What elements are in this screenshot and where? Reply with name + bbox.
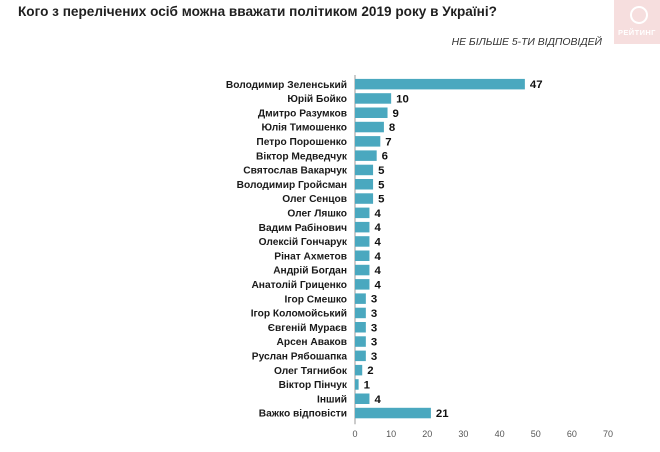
data-label: 3 (371, 308, 377, 320)
category-label: Святослав Вакарчук (243, 166, 348, 177)
chart-subtitle: НЕ БІЛЬШЕ 5-ТИ ВІДПОВІДЕЙ (451, 37, 602, 48)
x-tick-label: 70 (603, 429, 613, 439)
data-label: 4 (374, 394, 381, 406)
bar (355, 279, 370, 290)
bar (355, 179, 374, 190)
bar (355, 379, 359, 390)
x-tick-label: 40 (495, 429, 505, 439)
data-label: 4 (374, 251, 381, 263)
data-label: 4 (374, 265, 381, 277)
data-label: 4 (374, 222, 381, 234)
data-label: 4 (374, 279, 381, 291)
category-label: Володимир Гройсман (237, 180, 347, 191)
data-label: 5 (378, 165, 385, 177)
category-label: Вадим Рабінович (259, 222, 347, 234)
category-label: Дмитро Разумков (258, 108, 347, 119)
bar (355, 393, 370, 404)
x-tick-label: 50 (531, 429, 541, 439)
bar (355, 293, 366, 304)
data-label: 3 (371, 294, 377, 306)
x-tick-label: 0 (352, 429, 357, 439)
logo-ring-icon (630, 6, 648, 24)
category-label: Володимир Зеленський (226, 80, 347, 91)
bar (355, 250, 370, 261)
bar (355, 150, 377, 161)
brand-logo: РЕЙТИНГ (614, 0, 660, 44)
category-label: Віктор Медведчук (256, 151, 348, 162)
bar (355, 322, 366, 333)
category-label: Олег Тягнибок (274, 365, 348, 377)
data-label: 10 (396, 93, 409, 105)
data-label: 3 (371, 351, 377, 363)
bar (355, 136, 381, 147)
data-label: 1 (364, 379, 371, 391)
category-label: Інший (317, 394, 347, 405)
bar (355, 350, 366, 362)
bar (355, 121, 384, 133)
x-tick-label: 60 (567, 429, 577, 439)
category-label: Руслан Рябошапка (252, 350, 348, 362)
category-label: Петро Порошенко (256, 137, 347, 148)
bar (355, 307, 366, 319)
bar (355, 236, 370, 247)
data-label: 47 (530, 79, 543, 91)
category-label: Євгеній Мураєв (268, 323, 347, 334)
category-label: Анатолій Гриценко (251, 280, 347, 291)
category-label: Арсен Аваков (277, 337, 348, 348)
category-label: Ігор Смешко (285, 294, 347, 305)
x-tick-label: 30 (458, 429, 468, 439)
category-label: Олексій Гончарук (259, 237, 348, 248)
bar (355, 193, 374, 204)
bar (355, 364, 363, 376)
data-label: 3 (371, 322, 377, 334)
bar (355, 407, 431, 419)
data-label: 6 (382, 151, 388, 163)
category-label: Олег Ляшко (287, 208, 347, 219)
category-label: Рінат Ахметов (274, 251, 347, 262)
x-tick-label: 20 (422, 429, 432, 439)
category-label: Юрій Бойко (287, 94, 347, 105)
category-label: Віктор Пінчук (279, 380, 348, 391)
bar (355, 207, 370, 219)
bar (355, 336, 366, 347)
data-label: 7 (385, 136, 391, 148)
category-label: Андрій Богдан (273, 266, 347, 277)
category-label: Олег Сенцов (282, 194, 347, 205)
data-label: 21 (436, 408, 449, 420)
bar (355, 107, 388, 118)
data-label: 8 (389, 122, 395, 134)
data-label: 5 (378, 194, 385, 206)
category-label: Ігор Коломойський (251, 309, 347, 320)
bar (355, 93, 392, 104)
data-label: 4 (374, 208, 381, 220)
bar (355, 164, 374, 176)
x-tick-label: 10 (386, 429, 396, 439)
data-label: 2 (367, 365, 373, 377)
logo-text: РЕЙТИНГ (618, 28, 656, 37)
chart-title: Кого з перелічених осіб можна вважати по… (18, 4, 497, 19)
data-label: 4 (374, 236, 381, 248)
bar (355, 264, 370, 276)
bar (355, 78, 525, 90)
category-label: Юлія Тимошенко (261, 123, 347, 134)
data-label: 9 (393, 108, 399, 120)
data-label: 5 (378, 179, 385, 191)
category-label: Важко відповісти (259, 409, 347, 420)
data-label: 3 (371, 337, 377, 349)
bar (355, 221, 370, 233)
